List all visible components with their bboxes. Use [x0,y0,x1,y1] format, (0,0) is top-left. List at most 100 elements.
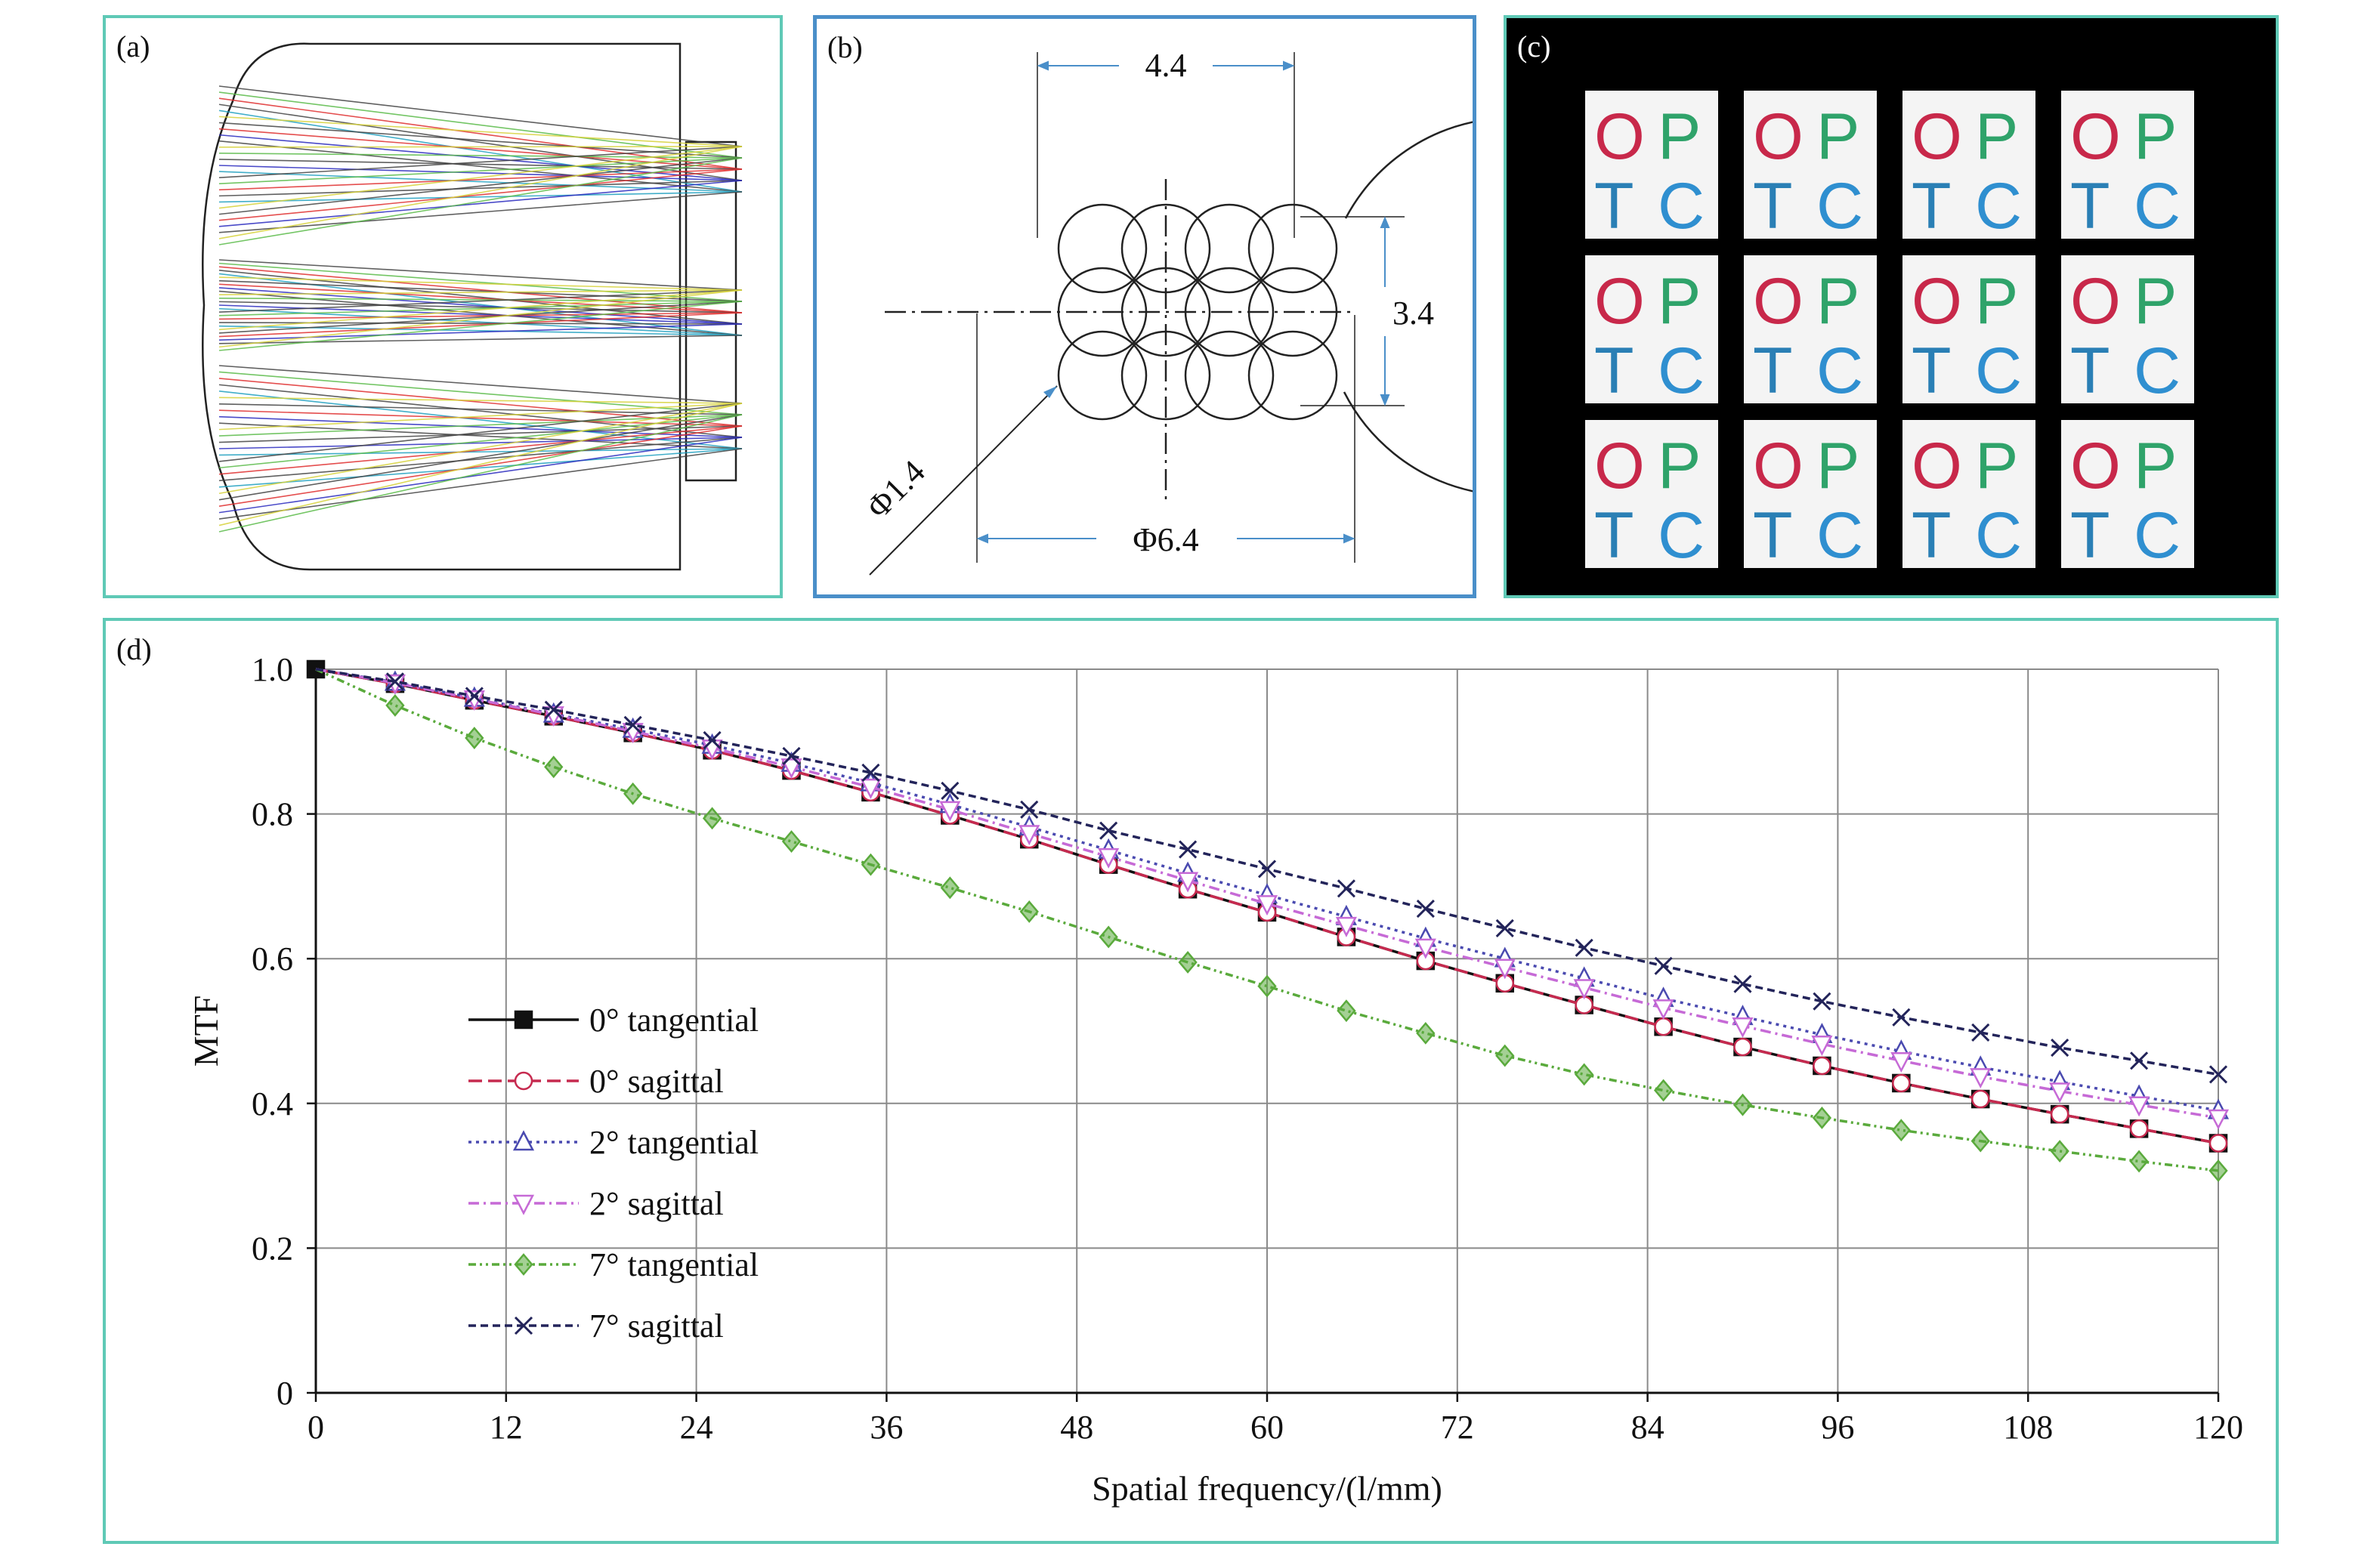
height-dimension-label: 3.4 [1392,295,1434,332]
lens-diameter-label: Φ1.4 [859,453,932,526]
tile-letter: P [1816,430,1860,502]
data-point [860,778,882,799]
legend-item: 0° sagittal [468,1063,724,1100]
tile-letter: C [1816,335,1864,407]
tile-letter: C [1975,499,2023,572]
panel-d-label: (d) [116,632,152,666]
lens-diameter-leader [869,385,1058,576]
ray-bundle-3 [218,365,743,533]
data-point [465,687,484,705]
data-point [385,672,404,691]
data-point [702,807,722,830]
data-point [1654,956,1673,975]
y-tick-label: 0.8 [252,796,293,833]
tile-letter: C [1975,170,2023,242]
tile-letter: O [1594,430,1645,502]
data-point [2050,1140,2069,1162]
tile-letter: T [1753,170,1793,242]
legend-marker [512,1194,535,1215]
data-point [1813,992,1831,1011]
tile-letter: C [2134,170,2181,242]
legend-marker [514,1010,533,1030]
panel-b-lens-layout: (b) [813,15,1476,598]
tile-letter: O [1753,265,1804,338]
data-point [1732,1017,1754,1038]
x-tick-label: 84 [1631,1409,1664,1446]
data-point [1891,1119,1911,1142]
data-point [1575,938,1593,957]
x-tick-label: 24 [680,1409,713,1446]
tile-letter: T [2070,170,2110,242]
data-point [1652,999,1674,1020]
tile-letter: T [1594,170,1634,242]
ray-trace-group [202,42,743,571]
tile-letter: O [2070,430,2121,502]
legend-marker [514,1316,533,1335]
mtf-chart: 0 12 24 36 48 60 72 84 96 108 12000.20.40.60.81.0 … [187,651,2243,1508]
data-point [385,693,405,717]
tile-letter: P [1975,100,2019,173]
outer-diameter-label: Φ6.4 [1133,521,1198,558]
lenslet-circle [1247,203,1338,294]
data-point [2128,1096,2150,1117]
legend-item: 7° tangential [468,1246,759,1283]
data-point [1890,1052,1912,1073]
tile-letter: O [1912,100,1962,173]
tile-letter: O [1912,265,1962,338]
lenslet-circle [1184,330,1275,421]
width-dimension-label: 4.4 [1145,47,1187,84]
tile-letter: T [1594,499,1634,572]
data-point [1732,1093,1753,1116]
legend-label: 0° tangential [589,1002,759,1039]
data-point [1416,1021,1436,1045]
data-point [1177,872,1199,893]
data-point [1414,938,1436,959]
x-tick-label: 12 [490,1409,523,1446]
tile-letter: T [1912,170,1952,242]
tile-letter: T [2070,335,2110,407]
chart-grid [316,668,2219,1393]
legend-label: 2° tangential [589,1124,759,1161]
data-point [1098,847,1120,869]
tile-letter: O [1594,265,1645,338]
data-point [1970,1129,1990,1153]
tile-letter: P [1658,265,1702,338]
data-point [1653,1079,1674,1102]
data-point [861,853,881,876]
data-point [1573,979,1595,1000]
tile-letter: T [1753,335,1793,407]
data-point [1733,1037,1752,1057]
data-point [782,746,801,766]
y-tick-label: 0 [277,1375,293,1412]
legend-marker [514,1071,533,1091]
legend-label: 7° sagittal [589,1307,724,1345]
data-point [1337,879,1355,898]
tile-letter: P [1816,100,1860,173]
data-point [1179,840,1198,859]
tile-letter: C [1816,499,1864,572]
data-point [623,782,643,805]
tile-letter: P [2134,265,2178,338]
tile-letter: P [1975,430,2019,502]
data-point [940,876,960,900]
data-point [2049,1082,2071,1104]
legend-label: 2° sagittal [589,1185,724,1222]
lenslet-circle [1057,330,1148,421]
x-tick-label: 48 [1060,1409,1093,1446]
panel-b-label: (b) [827,30,863,64]
data-point [1256,895,1278,916]
data-point [1020,800,1039,819]
legend-marker [512,1130,535,1151]
tile-letter: C [1658,170,1705,242]
lens-body-outline [202,42,682,571]
panel-a-ray-trace: (a) [103,15,783,598]
series-5 [315,668,2228,1084]
data-point [703,730,722,749]
